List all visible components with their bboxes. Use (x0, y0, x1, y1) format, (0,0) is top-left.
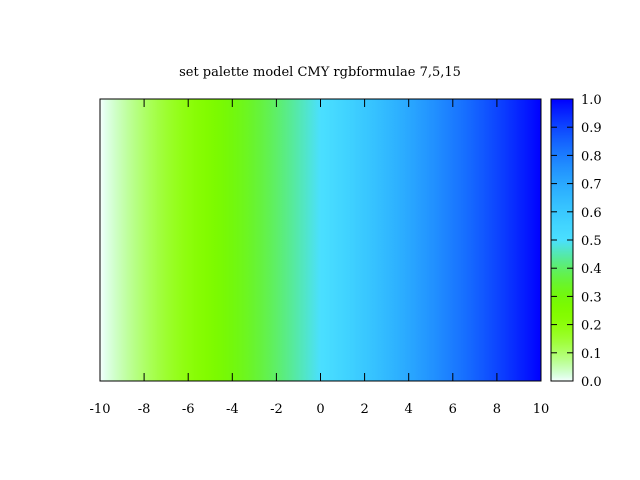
x-tick-label: -6 (182, 402, 195, 417)
x-tick-label: -2 (270, 402, 283, 417)
colorbar-ticks (551, 98, 573, 382)
colorbar-tick-label: 0.7 (581, 178, 602, 193)
colorbar-tick-label: 0.0 (581, 375, 602, 390)
colorbar-tick-label: 0.6 (581, 206, 602, 221)
x-tick-label: 10 (533, 402, 550, 417)
x-tick-label: -10 (90, 402, 111, 417)
x-tick-label: -8 (138, 402, 151, 417)
colorbar-tick-label: 1.0 (581, 93, 602, 108)
heatmap-area (100, 99, 541, 381)
x-axis-tick-labels: -10 -8 -6 -4 -2 0 2 4 6 8 10 (90, 402, 550, 417)
x-tick-label: 6 (449, 402, 457, 417)
x-tick-label: 4 (405, 402, 413, 417)
x-tick-label: 8 (493, 402, 501, 417)
chart-title: set palette model CMY rgbformulae 7,5,15 (179, 65, 461, 80)
colorbar-tick-label: 0.9 (581, 121, 602, 136)
colorbar-tick-label: 0.8 (581, 149, 602, 164)
x-tick-label: -4 (226, 402, 239, 417)
x-tick-label: 0 (316, 402, 324, 417)
colorbar-tick-label: 0.5 (581, 234, 602, 249)
colorbar-tick-labels: 0.0 0.1 0.2 0.3 0.4 0.5 0.6 0.7 0.8 0.9 1.0 (581, 93, 602, 390)
colorbar-tick-label: 0.4 (581, 262, 602, 277)
colorbar-tick-label: 0.1 (581, 347, 602, 362)
colorbar-tick-label: 0.3 (581, 290, 602, 305)
colorbar-tick-label: 0.2 (581, 319, 602, 334)
x-tick-label: 2 (360, 402, 368, 417)
x-axis-ticks (99, 99, 542, 381)
colorbar (551, 99, 573, 381)
